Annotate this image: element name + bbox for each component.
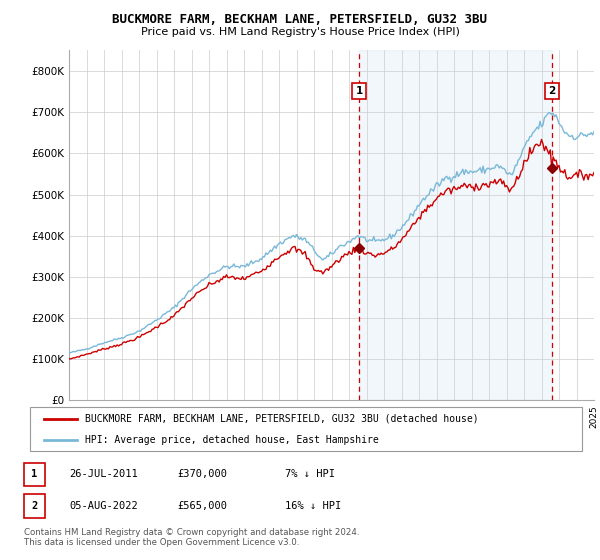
Text: Price paid vs. HM Land Registry's House Price Index (HPI): Price paid vs. HM Land Registry's House … <box>140 27 460 37</box>
Text: 2: 2 <box>548 86 556 96</box>
Text: £370,000: £370,000 <box>177 469 227 479</box>
Text: 7% ↓ HPI: 7% ↓ HPI <box>285 469 335 479</box>
Text: Contains HM Land Registry data © Crown copyright and database right 2024.
This d: Contains HM Land Registry data © Crown c… <box>24 528 359 547</box>
FancyBboxPatch shape <box>24 494 45 518</box>
Text: BUCKMORE FARM, BECKHAM LANE, PETERSFIELD, GU32 3BU: BUCKMORE FARM, BECKHAM LANE, PETERSFIELD… <box>113 13 487 26</box>
FancyBboxPatch shape <box>24 463 45 486</box>
Text: 16% ↓ HPI: 16% ↓ HPI <box>285 501 341 511</box>
Text: 1: 1 <box>355 86 362 96</box>
Text: 26-JUL-2011: 26-JUL-2011 <box>69 469 138 479</box>
Text: HPI: Average price, detached house, East Hampshire: HPI: Average price, detached house, East… <box>85 435 379 445</box>
FancyBboxPatch shape <box>30 407 582 451</box>
Text: 05-AUG-2022: 05-AUG-2022 <box>69 501 138 511</box>
Text: BUCKMORE FARM, BECKHAM LANE, PETERSFIELD, GU32 3BU (detached house): BUCKMORE FARM, BECKHAM LANE, PETERSFIELD… <box>85 414 479 424</box>
Bar <box>359 50 552 400</box>
Text: 2: 2 <box>31 501 38 511</box>
Text: £565,000: £565,000 <box>177 501 227 511</box>
Text: 1: 1 <box>31 469 38 479</box>
